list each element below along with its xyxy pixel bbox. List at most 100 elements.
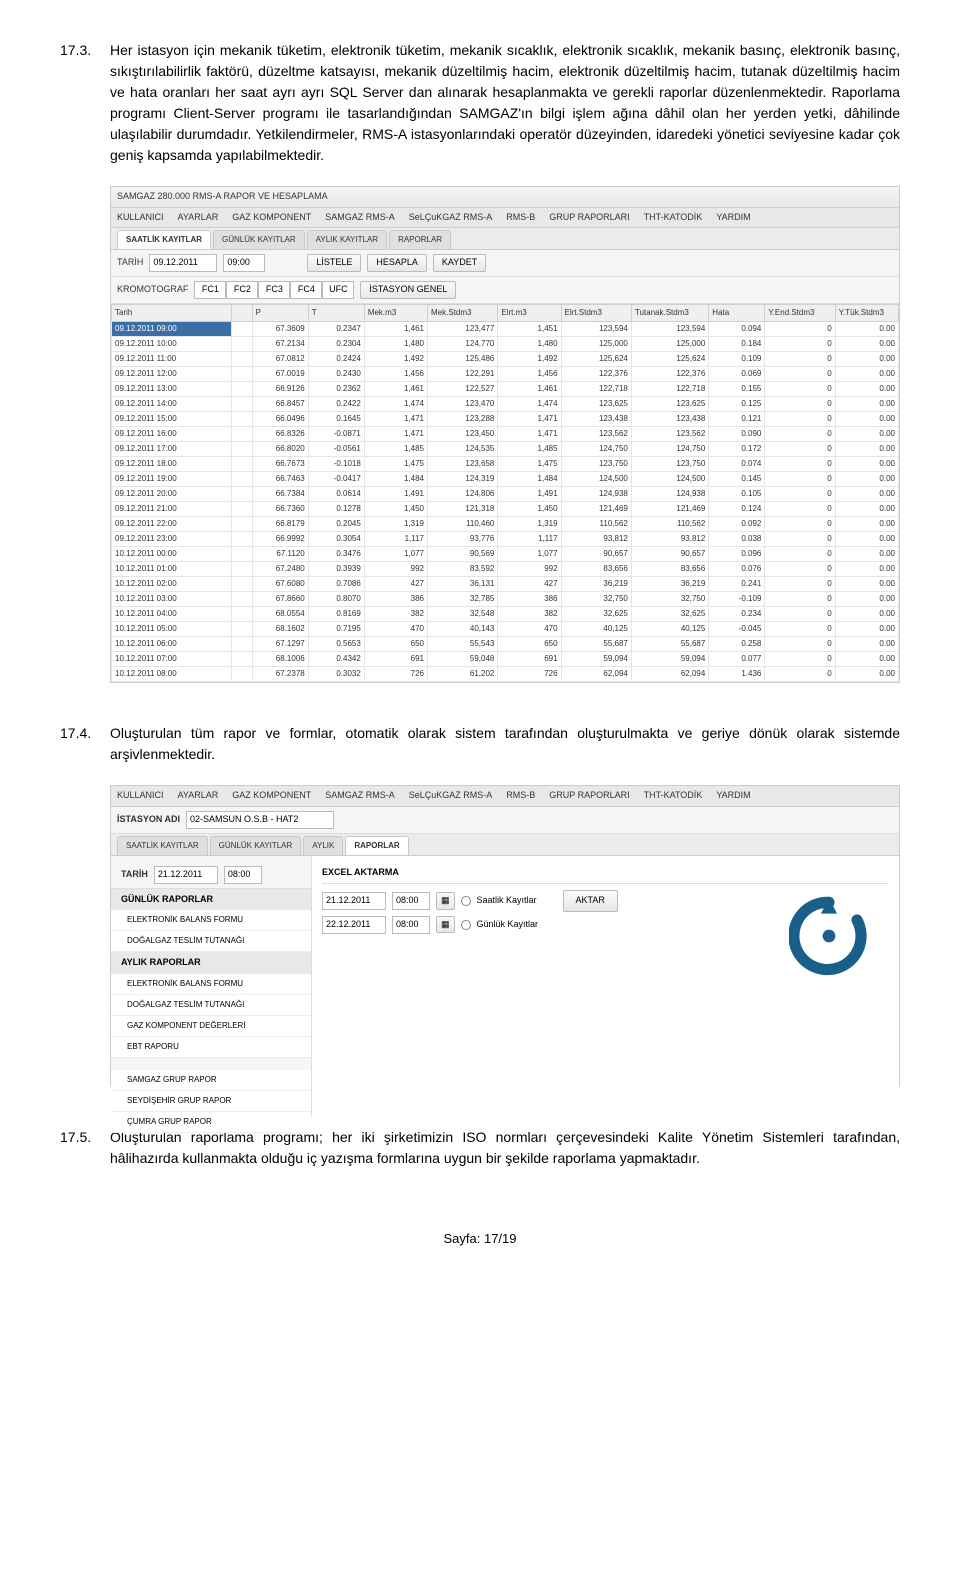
menu-item[interactable]: GAZ KOMPONENT <box>232 211 311 225</box>
cell: -0.0417 <box>308 472 364 487</box>
cell: 67.2378 <box>252 667 308 682</box>
menu-item[interactable]: YARDIM <box>716 211 750 225</box>
tab[interactable]: GÜNLÜK KAYITLAR <box>210 836 302 855</box>
menu-item[interactable]: YARDIM <box>716 789 750 803</box>
cell: 121,318 <box>428 502 498 517</box>
sidebar-item[interactable]: SEYDİŞEHİR GRUP RAPOR <box>111 1091 311 1112</box>
istasyon-genel-button[interactable]: İSTASYON GENEL <box>360 281 456 299</box>
table-row[interactable]: 10.12.2011 08:0067.23780.303272661,20272… <box>112 667 899 682</box>
tab[interactable]: RAPORLAR <box>345 836 408 855</box>
sidebar-item[interactable]: GAZ KOMPONENT DEĞERLERİ <box>111 1016 311 1037</box>
cell: 1,471 <box>498 427 561 442</box>
sidebar-item[interactable]: ELEKTRONİK BALANS FORMU <box>111 910 311 931</box>
menu-item[interactable]: AYARLAR <box>178 789 219 803</box>
cal-icon[interactable]: ▦ <box>436 916 455 934</box>
table-row[interactable]: 10.12.2011 01:0067.24800.393999283,59299… <box>112 562 899 577</box>
sidebar-item[interactable]: SAMGAZ GRUP RAPOR <box>111 1070 311 1091</box>
tarih-time-input[interactable]: 09:00 <box>223 254 265 272</box>
table-row[interactable]: 09.12.2011 22:0066.81790.20451,319110,46… <box>112 517 899 532</box>
tab[interactable]: SAATLİK KAYITLAR <box>117 230 211 249</box>
cell: 66.8457 <box>252 397 308 412</box>
cell: 0.3939 <box>308 562 364 577</box>
kaydet-button[interactable]: KAYDET <box>433 254 486 272</box>
table-row[interactable]: 09.12.2011 20:0066.73840.06141,491124,80… <box>112 487 899 502</box>
radio-saatlik[interactable] <box>461 896 471 906</box>
menu-item[interactable]: KULLANICI <box>117 789 164 803</box>
cell: 122,376 <box>561 367 631 382</box>
table-row[interactable]: 09.12.2011 17:0066.8020-0.05611,485124,5… <box>112 442 899 457</box>
tab[interactable]: AYLIK KAYITLAR <box>307 230 387 249</box>
table-row[interactable]: 10.12.2011 04:0068.05540.816938232,54838… <box>112 607 899 622</box>
cell: 1,474 <box>498 397 561 412</box>
table-row[interactable]: 10.12.2011 02:0067.60800.708642736,13142… <box>112 577 899 592</box>
menu-item[interactable]: THT-KATODİK <box>644 211 703 225</box>
cell: 123,750 <box>631 457 708 472</box>
table-row[interactable]: 09.12.2011 21:0066.73600.12781,450121,31… <box>112 502 899 517</box>
cell: 1,475 <box>498 457 561 472</box>
menu-item[interactable]: GRUP RAPORLARI <box>549 789 629 803</box>
menu-item[interactable]: SAMGAZ RMS-A <box>325 789 395 803</box>
cell: 0.3054 <box>308 532 364 547</box>
tab[interactable]: RAPORLAR <box>389 230 451 249</box>
excel-date1[interactable]: 21.12.2011 <box>322 892 386 910</box>
radio-gunluk[interactable] <box>461 920 471 930</box>
menu-item[interactable]: SAMGAZ RMS-A <box>325 211 395 225</box>
cal-icon[interactable]: ▦ <box>436 892 455 910</box>
cell: 650 <box>364 637 427 652</box>
table-row[interactable]: 09.12.2011 12:0067.00190.24301,456122,29… <box>112 367 899 382</box>
sidebar-item[interactable]: DOĞALGAZ TESLİM TUTANAĞI <box>111 995 311 1016</box>
cell: 122,527 <box>428 382 498 397</box>
menu-item[interactable]: GAZ KOMPONENT <box>232 789 311 803</box>
menu-item[interactable]: KULLANICI <box>117 211 164 225</box>
menu-item[interactable]: THT-KATODİK <box>644 789 703 803</box>
menu-item[interactable]: RMS-B <box>506 789 535 803</box>
table-row[interactable]: 09.12.2011 18:0066.7673-0.10181,475123,6… <box>112 457 899 472</box>
menu-item[interactable]: AYARLAR <box>178 211 219 225</box>
tab[interactable]: GÜNLÜK KAYITLAR <box>213 230 305 249</box>
cell: 67.1120 <box>252 547 308 562</box>
sidebar-item[interactable]: ÇUMRA GRUP RAPOR <box>111 1112 311 1133</box>
tab[interactable]: AYLIK <box>303 836 343 855</box>
istasyon-select[interactable]: 02-SAMSUN O.S.B - HAT2 <box>186 811 334 829</box>
aktar-button[interactable]: AKTAR <box>563 890 618 912</box>
cell: 93,812 <box>561 532 631 547</box>
menu-item[interactable]: RMS-B <box>506 211 535 225</box>
table-row[interactable]: 09.12.2011 09:0067.36090.23471,461123,47… <box>112 322 899 337</box>
cell: 10.12.2011 00:00 <box>112 547 232 562</box>
table-row[interactable]: 10.12.2011 06:0067.12970.565365055,54365… <box>112 637 899 652</box>
tab[interactable]: SAATLİK KAYITLAR <box>117 836 208 855</box>
tarih-date-input[interactable]: 09.12.2011 <box>149 254 217 272</box>
excel-time1[interactable]: 08:00 <box>392 892 430 910</box>
excel-date2[interactable]: 22.12.2011 <box>322 916 386 934</box>
sidebar-item[interactable]: ELEKTRONİK BALANS FORMU <box>111 974 311 995</box>
table-row[interactable]: 09.12.2011 13:0066.91260.23621,461122,52… <box>112 382 899 397</box>
table-row[interactable]: 09.12.2011 15:0066.04960.16451,471123,28… <box>112 412 899 427</box>
cell <box>232 502 253 517</box>
sidebar-item[interactable]: DOĞALGAZ TESLİM TUTANAĞI <box>111 931 311 952</box>
menu-item[interactable]: SeLÇuKGAZ RMS-A <box>409 789 493 803</box>
cell: 1,117 <box>498 532 561 547</box>
listele-button[interactable]: LİSTELE <box>307 254 361 272</box>
krom-col: FC3 <box>258 281 290 299</box>
cell <box>232 592 253 607</box>
table-row[interactable]: 09.12.2011 11:0067.08120.24241,492125,48… <box>112 352 899 367</box>
table-row[interactable]: 09.12.2011 23:0066.99920.30541,11793,776… <box>112 532 899 547</box>
menu-item[interactable]: GRUP RAPORLARI <box>549 211 629 225</box>
hesapla-button[interactable]: HESAPLA <box>367 254 427 272</box>
menu-item[interactable]: SeLÇuKGAZ RMS-A <box>409 211 493 225</box>
table-row[interactable]: 10.12.2011 07:0068.10060.434269159,04869… <box>112 652 899 667</box>
table-row[interactable]: 09.12.2011 16:0066.8326-0.08711,471123,4… <box>112 427 899 442</box>
table-row[interactable]: 09.12.2011 10:0067.21340.23041,480124,77… <box>112 337 899 352</box>
table-row[interactable]: 10.12.2011 00:0067.11200.34761,07790,569… <box>112 547 899 562</box>
menubar: KULLANICI AYARLAR GAZ KOMPONENT SAMGAZ RMS-… <box>111 208 899 229</box>
cell: 0 <box>765 352 835 367</box>
sidebar-item[interactable]: EBT RAPORU <box>111 1037 311 1058</box>
table-row[interactable]: 10.12.2011 03:0067.86600.807038632,78538… <box>112 592 899 607</box>
cell: 0.7195 <box>308 622 364 637</box>
table-row[interactable]: 10.12.2011 05:0068.16020.719547040,14347… <box>112 622 899 637</box>
excel-time2[interactable]: 08:00 <box>392 916 430 934</box>
tarih-time-input[interactable]: 08:00 <box>224 866 262 884</box>
table-row[interactable]: 09.12.2011 14:0066.84570.24221,474123,47… <box>112 397 899 412</box>
table-row[interactable]: 09.12.2011 19:0066.7463-0.04171,484124,3… <box>112 472 899 487</box>
tarih-date-input[interactable]: 21.12.2011 <box>154 866 218 884</box>
